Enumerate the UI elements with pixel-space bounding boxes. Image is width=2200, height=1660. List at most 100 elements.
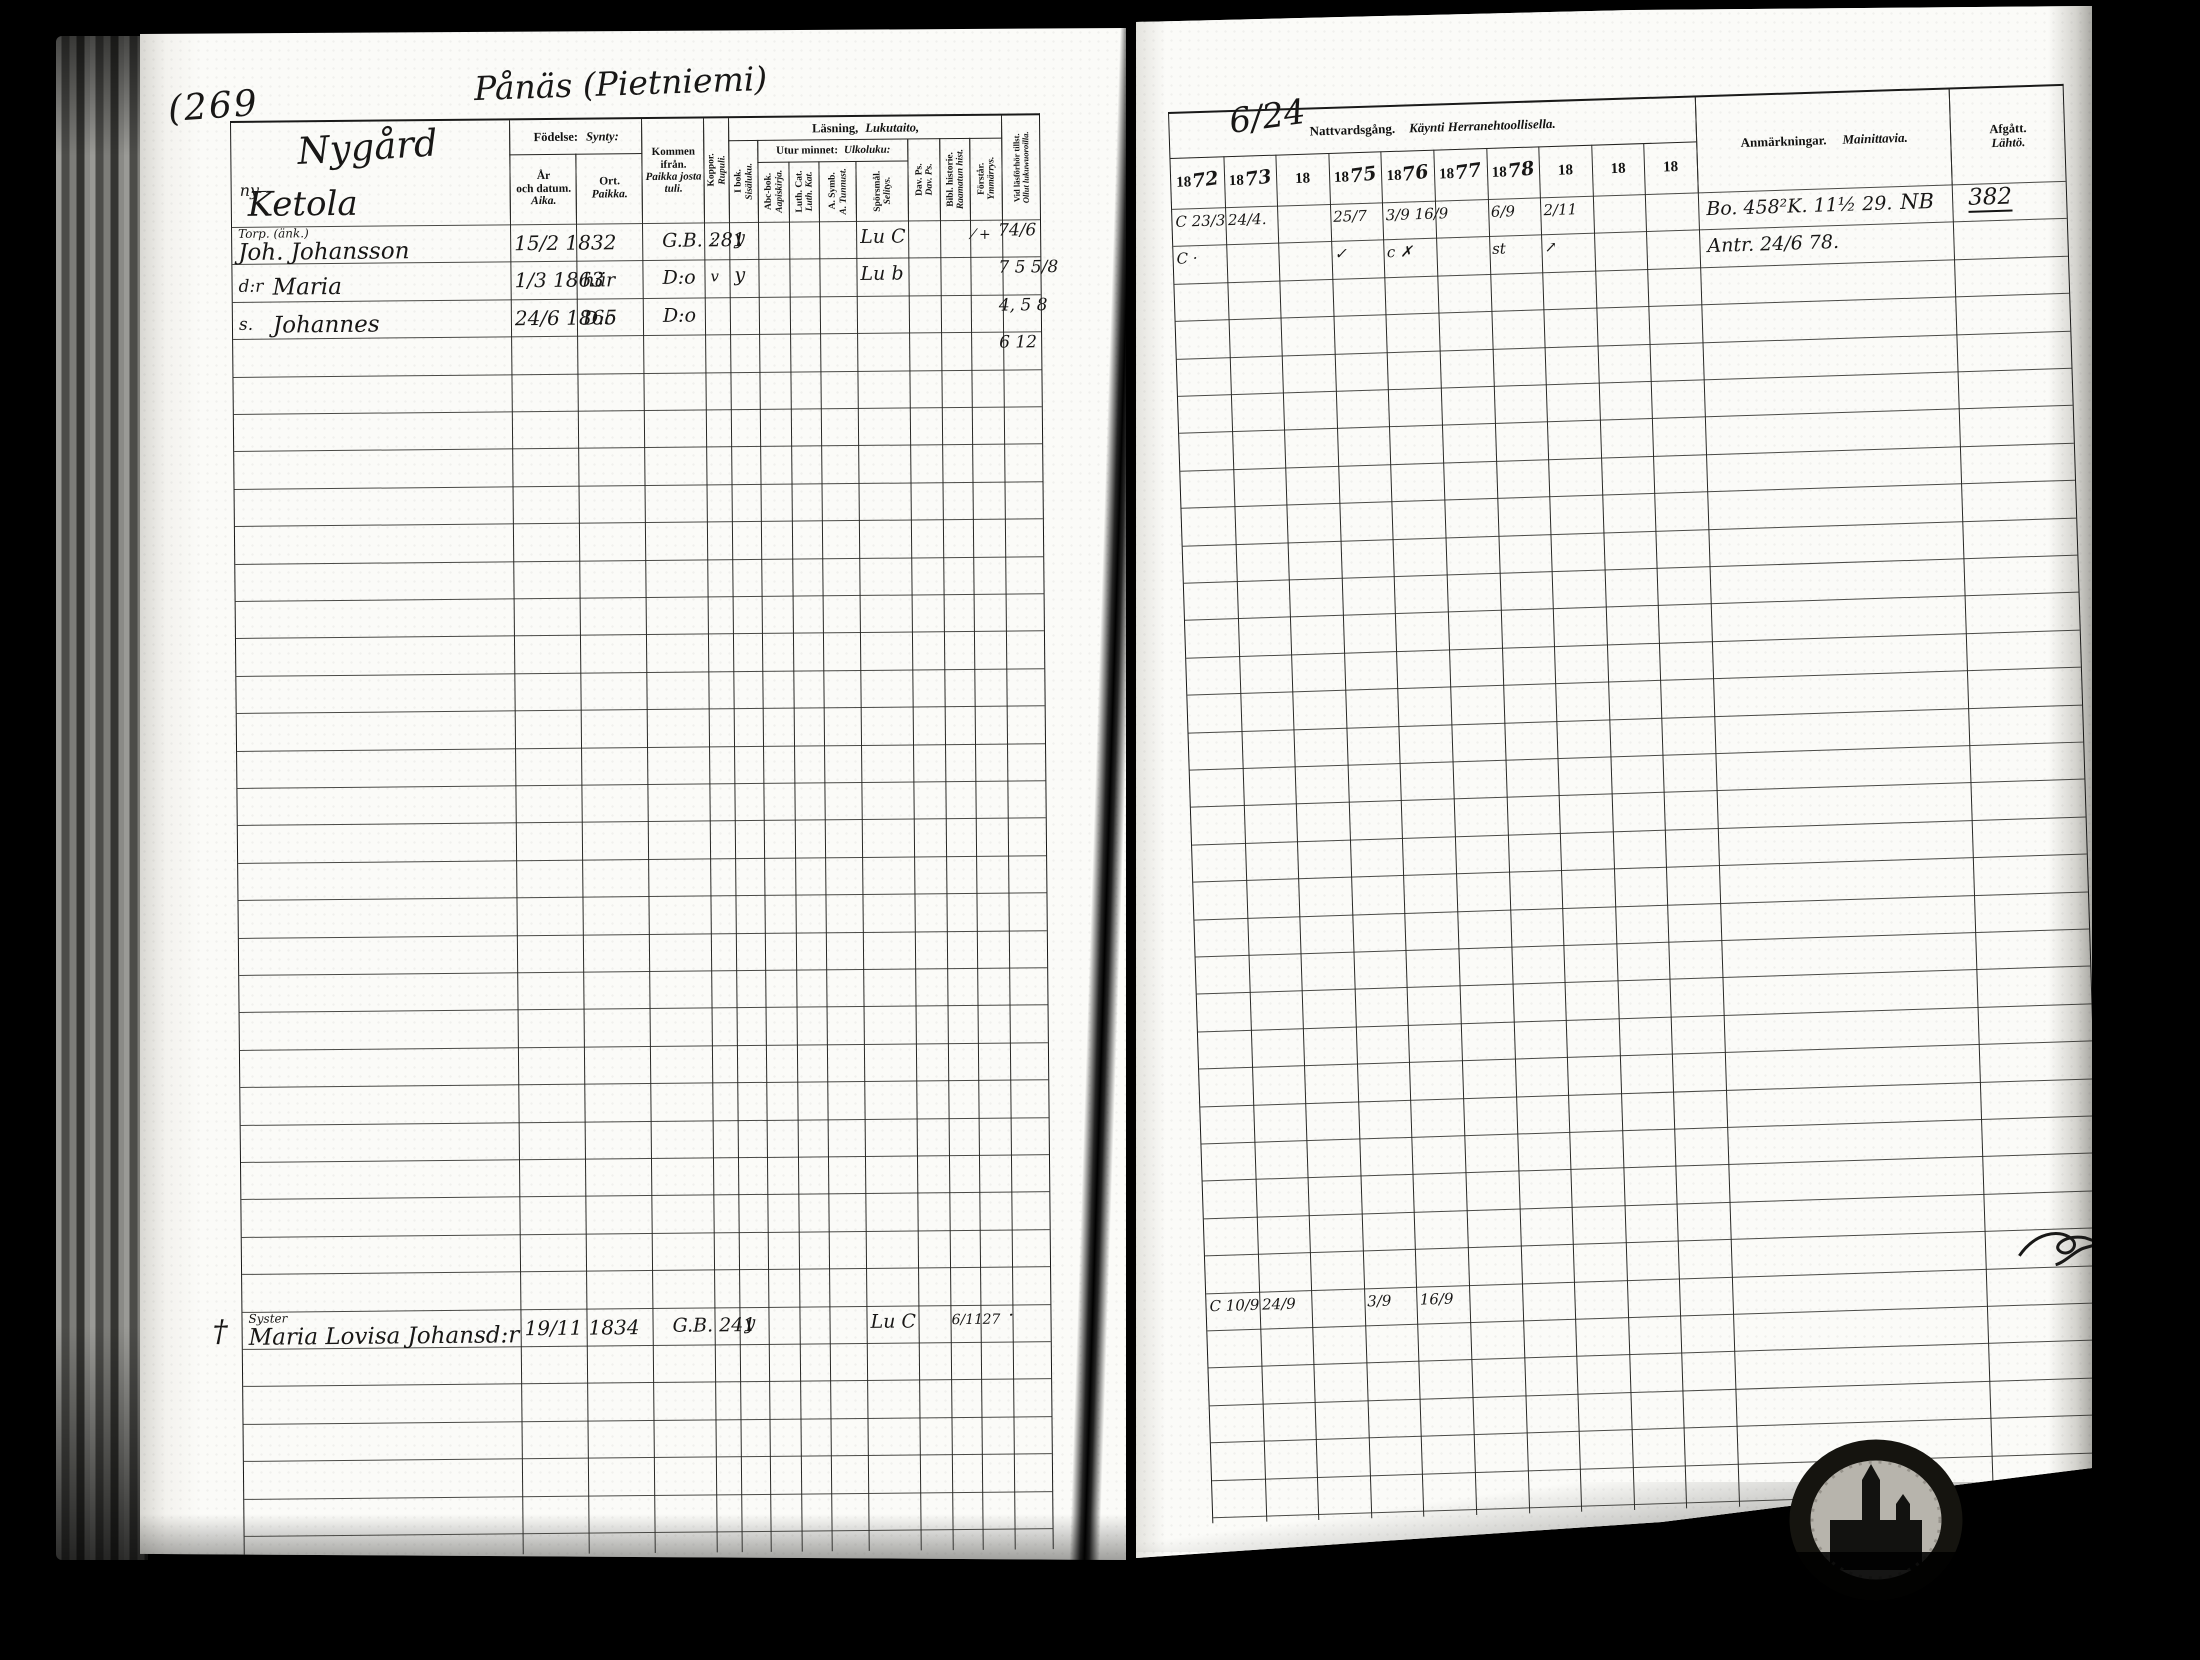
year-printed: 18 xyxy=(1176,174,1192,191)
year-column-header: 18 xyxy=(1538,145,1592,198)
row-line xyxy=(1179,405,2073,435)
left-table: Nygård ny– Ketola Födelse: Synty: År och… xyxy=(212,113,1058,1557)
entry-communion-date: 16/9 xyxy=(1419,1289,1454,1309)
year-column-header: 18 77 xyxy=(1433,148,1487,201)
row-line xyxy=(1202,1152,2092,1182)
archive-stamp xyxy=(1784,1439,1968,1606)
year-column-header: 18 78 xyxy=(1486,146,1540,199)
column-line xyxy=(1485,148,1530,1514)
entry-examination-mark: 6 12 xyxy=(999,332,1038,353)
entry-understanding-mark: 27 xyxy=(982,1311,1001,1328)
row-line xyxy=(241,1228,1050,1238)
entry-reading-mark: y xyxy=(734,227,745,250)
row-line xyxy=(238,892,1047,902)
entry-birth-date: 15/2 1832 xyxy=(514,230,617,256)
row-line xyxy=(1213,1489,2092,1519)
row-line xyxy=(1181,479,2076,509)
entry-communion-date: 6/9 xyxy=(1490,202,1516,221)
year-column-header: 18 75 xyxy=(1328,151,1382,204)
col-header-reading-examination: Vid läsförhör tillst. Ollut lukuwuoroill… xyxy=(1000,115,1041,220)
row-line xyxy=(233,368,1042,378)
entry-communion-date: c ✗ xyxy=(1386,242,1413,262)
col-header-departed: Afgått. Lähtö. xyxy=(1948,85,2067,185)
row-line xyxy=(237,742,1046,752)
right-page: Nattvardsgång. Käynti Herranehtoollisell… xyxy=(1136,6,2092,1558)
year-handwritten: 75 xyxy=(1348,161,1378,188)
row-line xyxy=(1180,442,2074,472)
row-line xyxy=(1183,554,2078,584)
column-line xyxy=(1948,89,1994,1499)
row-line xyxy=(1177,367,2072,397)
row-line xyxy=(234,518,1043,528)
year-printed: 18 xyxy=(1610,160,1626,178)
entry-communion-date: C 23/3 xyxy=(1175,211,1226,231)
year-printed: 18 xyxy=(1386,167,1402,185)
col-header-in-book: I bok. Sisäluku. xyxy=(728,139,759,223)
entry-catechism-mark: Lu C xyxy=(860,225,906,248)
year-handwritten: 72 xyxy=(1190,166,1221,193)
entry-remark-note: NB xyxy=(1899,188,1935,215)
col-header-davids-psalms: Dav. Ps. Dav. Ps. xyxy=(907,138,941,221)
entry-communion-date: 3/9 xyxy=(1366,1291,1392,1310)
col-header-symbolum: A. Symb. A. Tunnust. xyxy=(818,160,857,222)
row-line xyxy=(233,406,1042,415)
row-line xyxy=(1195,928,2090,958)
entry-birth-place: här xyxy=(582,269,616,293)
entry-came-from: G.B. 281 xyxy=(662,229,746,252)
row-line xyxy=(1199,1040,2092,1070)
column-line xyxy=(1538,146,1583,1512)
year-column-header: 18 xyxy=(1644,141,1698,194)
col-header-abc-book: Abc-bok. Aapiskirja. xyxy=(757,161,790,222)
column-line xyxy=(757,139,772,1552)
row-line xyxy=(239,1041,1048,1051)
column-line xyxy=(1328,152,1373,1519)
year-handwritten: 77 xyxy=(1453,158,1483,184)
year-printed: 18 xyxy=(1662,159,1679,176)
row-line xyxy=(237,780,1046,789)
column-line xyxy=(1694,97,1741,1507)
row-line xyxy=(1210,1414,2092,1444)
household-name-1: Nygård xyxy=(296,121,439,173)
col-header-luther-catechism: Luth. Cat. Luth. Kat. xyxy=(788,161,820,222)
year-printed: 18 xyxy=(1294,170,1311,188)
row-line xyxy=(245,1566,1053,1575)
entry-communion-date: 24/9 xyxy=(1261,1294,1297,1314)
column-line xyxy=(939,138,954,1551)
year-printed: 18 xyxy=(1333,169,1350,186)
column-line xyxy=(1223,156,1267,1522)
column-line xyxy=(969,137,984,1550)
row-line xyxy=(1187,666,2081,696)
entry-departed-number: 382 xyxy=(1967,183,2013,213)
left-page: (269 Pånäs (Pietniemi) Nygård ny– Ketola… xyxy=(140,28,1126,1560)
column-line xyxy=(575,153,590,1554)
row-line xyxy=(242,1303,1051,1313)
row-line xyxy=(1206,1264,2092,1294)
entry-remark: Bo. 458²K. 11½ 29. xyxy=(1705,192,1893,221)
row-line xyxy=(237,817,1046,827)
column-line xyxy=(1433,149,1478,1516)
row-line xyxy=(1176,330,2071,360)
row-line xyxy=(236,668,1045,677)
row-line xyxy=(239,967,1048,976)
col-header-birth-date: År och datum. Aika. xyxy=(509,153,578,225)
year-printed: 18 xyxy=(1438,166,1455,183)
year-column-header: 18 76 xyxy=(1381,150,1435,203)
entry-margin-cross: † xyxy=(212,1313,228,1349)
row-line xyxy=(240,1079,1049,1089)
year-column-header: 18 xyxy=(1276,153,1330,206)
year-column-header: 18 xyxy=(1591,143,1645,196)
entry-communion-date: 24/4. xyxy=(1227,209,1267,230)
row-line xyxy=(1190,778,2085,809)
row-line xyxy=(1194,891,2088,921)
ink-flourish xyxy=(2018,1231,2092,1267)
row-line xyxy=(243,1378,1052,1388)
col-header-birth-group: Födelse: Synty: xyxy=(509,119,643,156)
year-handwritten: 76 xyxy=(1401,160,1431,186)
col-header-come-from: Kommen ifrån. Paikka josta tuli. xyxy=(641,118,705,224)
row-line xyxy=(1173,218,2067,248)
column-line xyxy=(1275,154,1320,1520)
year-column-header: 18 73 xyxy=(1223,155,1277,208)
row-line xyxy=(236,705,1045,715)
entry-examination-mark: · xyxy=(1008,1305,1015,1326)
